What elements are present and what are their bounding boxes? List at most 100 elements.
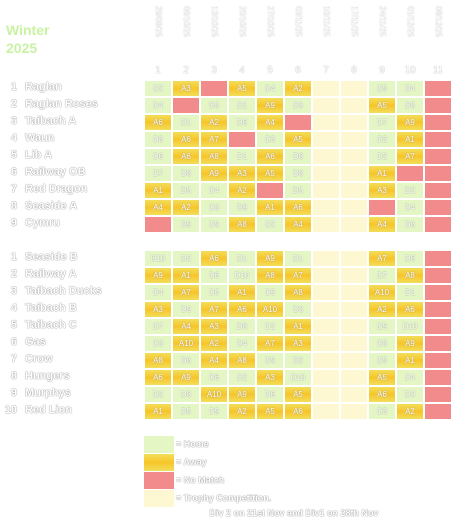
fixture-cell [312,301,340,318]
team-name: Raglan Roses [25,98,98,110]
fixture-cell [424,165,452,182]
fixture-cell: A8 [200,148,228,165]
fixture-cell: D2 [228,369,256,386]
fixture-cell: D2 [368,148,396,165]
fixture-cell [312,369,340,386]
fixture-cell: A4 [144,199,172,216]
fixture-cell: A1 [228,284,256,301]
fixture-cell: D1 [228,97,256,114]
team-name: Gas [25,336,46,348]
fixture-cell: A5 [368,97,396,114]
fixture-cell [340,216,368,233]
fixture-cell: D4 [228,335,256,352]
fixture-cell: A3 [228,165,256,182]
fixture-cell: D10 [144,250,172,267]
fixture-cell [424,403,452,420]
fixture-cell: A1 [144,182,172,199]
fixture-cell: A9 [200,165,228,182]
fixture-cell: A4 [172,318,200,335]
fixture-cell [144,216,172,233]
team-number: 7 [10,183,17,195]
fixture-cell: D9 [200,216,228,233]
fixture-cell: D6 [172,352,200,369]
fixture-cell: A1 [256,199,284,216]
team-number: 6 [10,336,17,348]
team-name: Waun [25,132,55,144]
fixture-cell: A2 [368,301,396,318]
fixture-cell [424,199,452,216]
fixture-cell [312,199,340,216]
fixture-cell: D7 [368,267,396,284]
fixture-cell: D1 [228,148,256,165]
fixture-cell: A2 [172,199,200,216]
week-number: 10 [404,65,416,76]
fixture-cell: D3 [144,335,172,352]
fixture-cell: D6 [396,250,424,267]
fixture-cell: A8 [144,352,172,369]
fixture-cell [312,284,340,301]
fixture-cell: A9 [144,267,172,284]
team-number: 5 [10,319,17,331]
team-number: 2 [10,268,17,280]
fixture-cell: D4 [200,182,228,199]
fixture-cell [424,301,452,318]
fixture-cell: A5 [368,369,396,386]
team-number: 8 [10,370,17,382]
fixture-cell: D2 [396,182,424,199]
fixture-cell: D2 [368,131,396,148]
fixture-cell [312,97,340,114]
fixture-cell: A6 [396,301,424,318]
fixture-cell: A1 [144,403,172,420]
team-number: 4 [10,302,17,314]
fixture-cell: D4 [396,80,424,97]
fixture-cell: D3 [200,199,228,216]
fixture-cell: D8 [284,148,312,165]
fixture-cell: D2 [284,352,312,369]
fixture-cell [340,182,368,199]
week-number: 11 [432,65,444,76]
fixture-cell: A6 [144,114,172,131]
fixture-cell: D2 [256,318,284,335]
fixture-cell: D9 [256,352,284,369]
fixture-cell: A3 [144,301,172,318]
fixture-cell: D6 [200,267,228,284]
fixture-cell [340,250,368,267]
team-name: Railway OB [25,166,86,178]
fixture-cell: A1 [396,131,424,148]
fixture-cell: D8 [368,335,396,352]
fixture-cell: A5 [284,131,312,148]
fixture-cell: A6 [200,250,228,267]
legend-label: = Away [176,457,207,467]
fixture-cell [312,335,340,352]
fixture-cell: A6 [256,148,284,165]
fixture-cell: D9 [368,318,396,335]
fixture-cell: A3 [200,318,228,335]
fixture-cell [424,267,452,284]
fixture-cell [340,386,368,403]
fixture-cell: D1 [396,284,424,301]
fixture-cell: D9 [256,284,284,301]
fixture-cell: D10 [228,267,256,284]
team-name: Raglan [25,81,62,93]
team-number: 1 [10,81,17,93]
fixture-cell: D9 [172,216,200,233]
title-year: 2025 [6,40,38,56]
fixture-cell: D8 [228,318,256,335]
fixture-cell [312,182,340,199]
team-number: 3 [10,285,17,297]
team-name: Taibach B [25,302,77,314]
week-date: 24/11/25 [378,6,387,37]
fixture-cell: A7 [172,284,200,301]
fixture-cell [424,335,452,352]
fixture-cell: A10 [256,301,284,318]
fixture-cell [424,318,452,335]
fixture-cell: D4 [256,80,284,97]
fixture-cell: A7 [368,250,396,267]
week-number: 5 [267,65,273,76]
week-number: 8 [351,65,357,76]
fixture-cell [424,216,452,233]
week-date: 17/11/25 [350,6,359,37]
fixture-cell [312,165,340,182]
fixture-cell [340,97,368,114]
week-date: 03/11/25 [294,6,303,37]
